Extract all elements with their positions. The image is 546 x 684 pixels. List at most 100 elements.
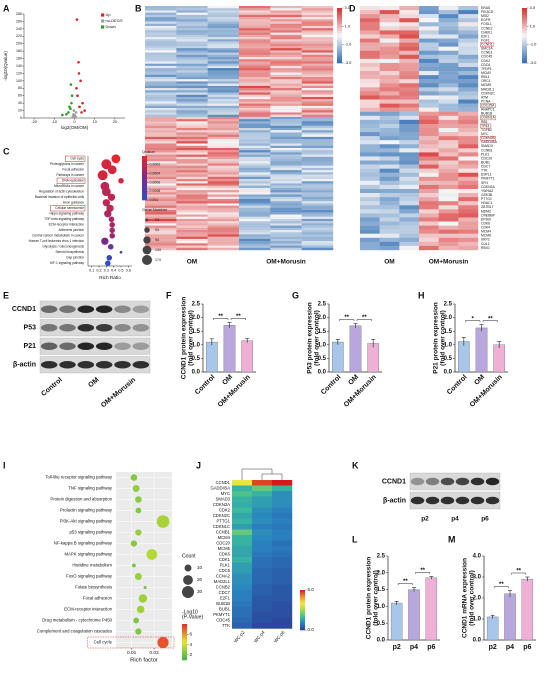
colorbar-cell [182, 642, 187, 644]
y-tick-label: 2.5 [318, 302, 327, 308]
heatmap-cell [176, 167, 208, 171]
heatmap-cell [458, 225, 479, 230]
heatmap-cell [207, 123, 240, 126]
bar [408, 589, 420, 641]
heatmap-cell [438, 160, 459, 165]
heatmap-cell [419, 128, 439, 133]
heatmap-cell [379, 67, 400, 72]
heatmap-cell [239, 227, 271, 231]
heatmap-cell [207, 19, 240, 22]
heatmap-cell [419, 79, 439, 84]
heatmap-cell [270, 212, 302, 215]
point [75, 86, 78, 90]
category-label: Steroid biosynthesis [55, 250, 84, 254]
gene-label: CDK6 [219, 551, 231, 556]
gene-label: MAD2L1 [214, 579, 231, 584]
heatmap-cell [270, 167, 302, 171]
heatmap-cell [301, 128, 334, 131]
heatmap-cell [176, 227, 208, 231]
heatmap-cell [438, 201, 459, 206]
heatmap-cell [301, 90, 334, 93]
colorbar-cell [337, 42, 342, 45]
point [80, 111, 83, 114]
significance-bracket [415, 572, 431, 574]
heatmap-cell [145, 81, 177, 84]
y-tick-label: 40 [18, 101, 22, 105]
gene-label: CREBBP [481, 213, 496, 217]
heatmap-cell [176, 234, 208, 237]
heatmap-cell [145, 150, 177, 153]
heatmap-cell [145, 181, 177, 184]
heatmap-cell [145, 65, 177, 69]
y-axis-label: CCND1 mRNA expression [462, 558, 469, 638]
heatmap-cell [419, 111, 439, 116]
heatmap-cell [272, 612, 293, 618]
heatmap-cell [301, 92, 334, 95]
heatmap-cell [399, 75, 420, 80]
y-tick-label: 2.5 [192, 302, 201, 308]
heatmap-cell [458, 128, 479, 133]
heatmap-cell [360, 91, 380, 96]
heatmap-cell [419, 115, 439, 121]
colorbar-cell [182, 633, 187, 635]
heatmap-cell [458, 209, 479, 214]
heatmap-cell [419, 14, 439, 19]
heatmap-cell [207, 43, 240, 47]
heatmap-cell [379, 22, 400, 27]
heatmap-cell [438, 79, 459, 84]
colorbar-cell [522, 28, 527, 32]
heatmap-cell [458, 83, 479, 88]
heatmap-cell [270, 223, 302, 226]
heatmap-cell [176, 181, 208, 184]
heatmap-cell [270, 128, 302, 131]
blot-band [95, 361, 113, 369]
heatmap-cell [270, 143, 302, 146]
heatmap-cell [379, 14, 400, 19]
heatmap-cell [301, 50, 334, 53]
colorbar-cell [337, 28, 342, 32]
heatmap-cell [145, 52, 177, 55]
x-tick-label: p4 [506, 644, 514, 651]
y-axis-label: (fold over control) [469, 570, 476, 626]
heatmap-cell [252, 524, 273, 530]
x-tick-label: p4 [410, 644, 418, 651]
colorbar-cell [142, 181, 147, 184]
colorbar-cell [300, 595, 305, 597]
heatmap-cell [458, 229, 479, 234]
heatmap-cell [176, 139, 208, 142]
blot-band [485, 477, 500, 486]
heatmap-cell [360, 83, 380, 88]
highlight-box [65, 155, 86, 162]
heatmap-cell [176, 176, 208, 180]
heatmap-cell [176, 225, 208, 229]
heatmap-cell [301, 236, 334, 240]
heatmap-cell [176, 48, 208, 51]
y-tick-label: 1.5 [444, 329, 453, 335]
panel-label: E [3, 290, 9, 300]
category-label: Glycolysis / Gluconeogenesis [42, 245, 84, 249]
gene-label: CCNE2 [481, 26, 493, 30]
heatmap-cell [176, 172, 208, 175]
colorbar-cell [522, 17, 527, 20]
heatmap-cell [207, 6, 240, 9]
heatmap-cell [145, 110, 177, 113]
heatmap-cell [207, 130, 240, 133]
heatmap-cell [360, 26, 380, 31]
heatmap-cell [458, 245, 479, 251]
heatmap-cell [360, 103, 380, 108]
heatmap-cell [207, 119, 240, 122]
heatmap-cell [270, 52, 302, 55]
heatmap-cell [379, 123, 400, 129]
heatmap-cell [239, 238, 271, 242]
heatmap-cell [239, 179, 271, 182]
heatmap-cell [176, 147, 208, 151]
heatmap-cell [145, 196, 177, 200]
heatmap-cell [145, 234, 177, 237]
colorbar-cell [522, 53, 527, 57]
heatmap-cell [438, 58, 459, 64]
heatmap-cell [207, 212, 240, 215]
heatmap-cell [272, 606, 293, 613]
heatmap-cell [458, 201, 479, 206]
heatmap-cell [176, 150, 208, 153]
panel-label: G [292, 290, 299, 300]
